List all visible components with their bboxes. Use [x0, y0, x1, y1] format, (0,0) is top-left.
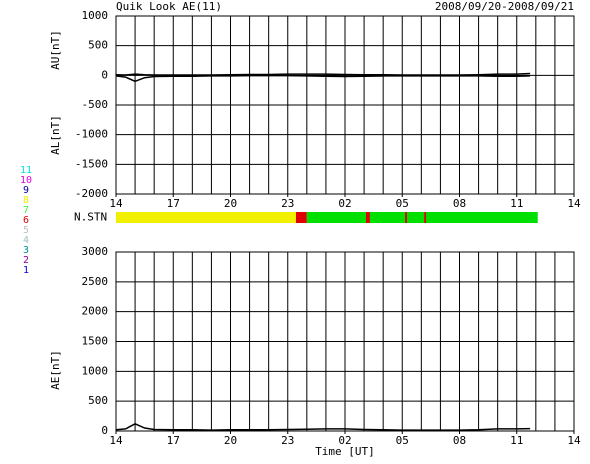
x-tick-label: 20 [224, 197, 237, 210]
y-tick-label: 2500 [82, 275, 109, 288]
y-tick-label: 2000 [82, 305, 109, 318]
y-tick-label: -1000 [75, 128, 108, 141]
y-tick-label: -1500 [75, 157, 108, 170]
x-tick-label: 08 [453, 434, 466, 447]
y-tick-label: 3000 [82, 245, 109, 258]
y-tick-label: 1500 [82, 335, 109, 348]
x-axis-label: Time [UT] [315, 445, 375, 458]
station-segment [295, 212, 307, 223]
x-tick-label: 23 [281, 434, 294, 447]
y-axis-label: AU[nT] [49, 30, 62, 70]
y-axis-label: AL[nT] [49, 115, 62, 155]
station-legend-label: 10 [20, 175, 32, 186]
y-tick-label: 1000 [82, 9, 109, 22]
station-segment [365, 212, 370, 223]
y-tick-label: 1000 [82, 364, 109, 377]
station-segment [306, 212, 538, 223]
x-tick-label: 02 [338, 197, 351, 210]
station-legend-label: 8 [23, 195, 29, 206]
x-tick-label: 14 [109, 434, 123, 447]
x-tick-label: 17 [167, 197, 180, 210]
x-tick-label: 23 [281, 197, 294, 210]
x-tick-label: 14 [109, 197, 123, 210]
y-tick-label: -500 [82, 98, 109, 111]
y-tick-label: 0 [101, 424, 108, 437]
x-tick-label: 14 [567, 197, 581, 210]
x-tick-label: 05 [396, 197, 409, 210]
x-tick-label: 17 [167, 434, 180, 447]
x-tick-label: 20 [224, 434, 237, 447]
station-legend-label: 3 [23, 245, 29, 256]
station-legend-label: 1 [23, 265, 29, 276]
station-legend-label: 6 [23, 215, 29, 226]
timeline-label: N.STN [74, 211, 107, 224]
x-tick-label: 14 [567, 434, 581, 447]
station-segment [405, 212, 408, 223]
station-segment [424, 212, 427, 223]
station-legend-label: 7 [23, 205, 29, 216]
x-tick-label: 05 [396, 434, 409, 447]
station-legend-label: 9 [23, 185, 29, 196]
data-line [115, 423, 531, 431]
x-tick-label: 11 [510, 434, 523, 447]
data-line [115, 72, 531, 76]
x-tick-label: 02 [338, 434, 351, 447]
chart-title: Quik Look AE(11) [116, 0, 222, 13]
data-line [115, 74, 531, 83]
y-tick-label: 500 [88, 394, 108, 407]
y-tick-label: 500 [88, 39, 108, 52]
date-range: 2008/09/20-2008/09/21 [435, 0, 574, 13]
station-legend-label: 11 [20, 165, 32, 176]
x-tick-label: 11 [510, 197, 523, 210]
y-axis-label: AE[nT] [49, 350, 62, 390]
station-legend-label: 5 [23, 225, 29, 236]
station-legend-label: 2 [23, 255, 29, 266]
station-legend-label: 4 [23, 235, 29, 246]
y-tick-label: -2000 [75, 187, 108, 200]
y-tick-label: 0 [101, 68, 108, 81]
station-segment [116, 212, 296, 223]
x-tick-label: 08 [453, 197, 466, 210]
